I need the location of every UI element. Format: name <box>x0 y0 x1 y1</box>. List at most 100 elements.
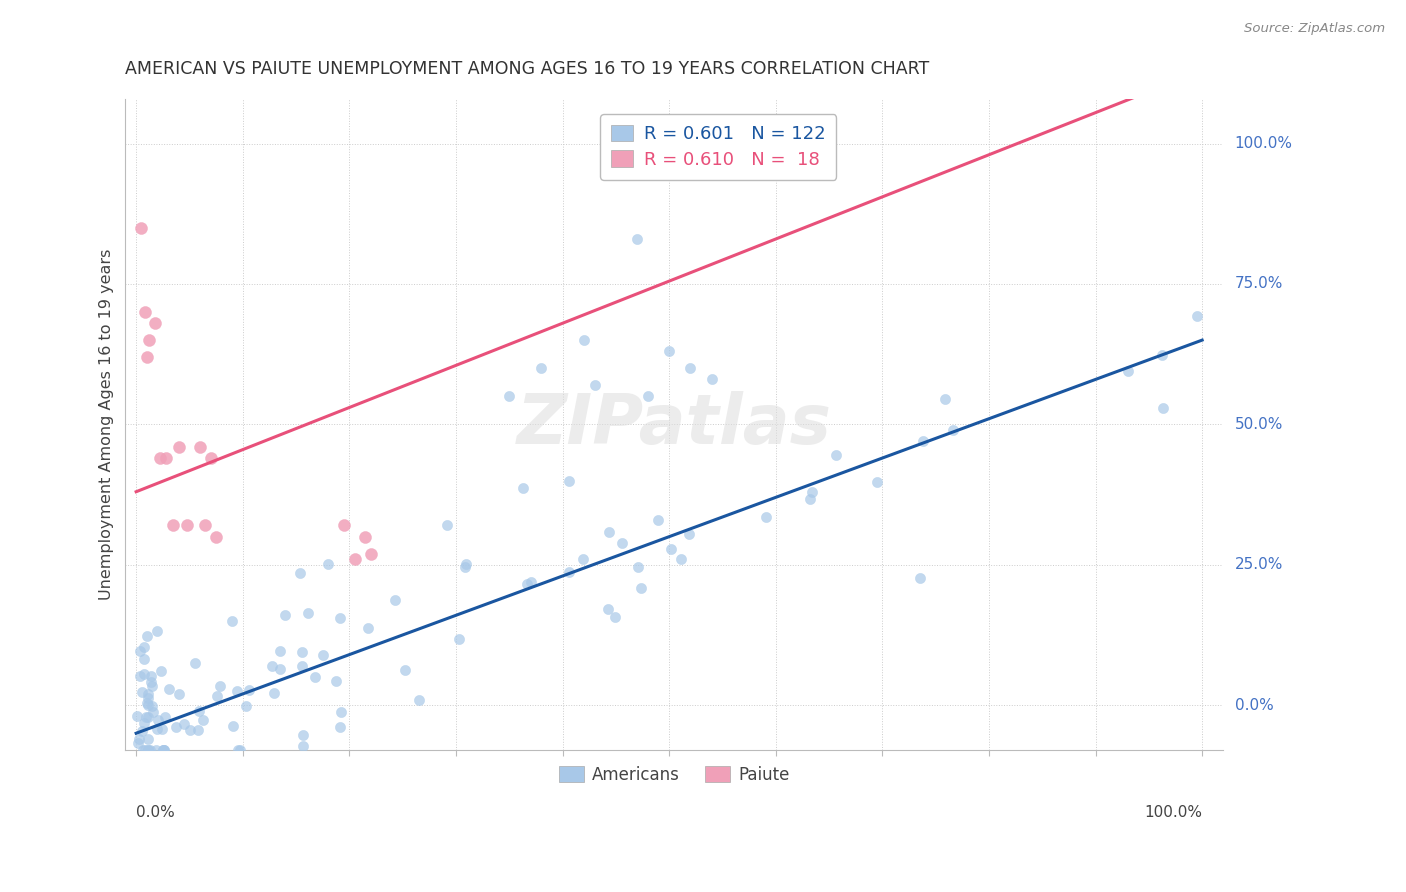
Point <box>136 709 159 723</box>
Point <box>155 451 177 466</box>
Point <box>755 510 778 524</box>
Point <box>598 524 620 539</box>
Point <box>229 743 252 757</box>
Point <box>132 640 155 655</box>
Point <box>141 679 163 693</box>
Point <box>134 652 156 666</box>
Y-axis label: Unemployment Among Ages 16 to 19 years: Unemployment Among Ages 16 to 19 years <box>100 249 114 600</box>
Text: Source: ZipAtlas.com: Source: ZipAtlas.com <box>1244 22 1385 36</box>
Point <box>129 669 152 683</box>
Point <box>135 696 157 710</box>
Text: AMERICAN VS PAIUTE UNEMPLOYMENT AMONG AGES 16 TO 19 YEARS CORRELATION CHART: AMERICAN VS PAIUTE UNEMPLOYMENT AMONG AG… <box>125 60 929 78</box>
Point <box>659 542 682 557</box>
Point <box>135 710 157 724</box>
Point <box>357 621 380 635</box>
Point <box>354 530 377 544</box>
Point <box>825 448 848 462</box>
Point <box>221 614 243 628</box>
Point <box>136 743 159 757</box>
Point <box>447 632 470 646</box>
Point <box>139 675 162 690</box>
Point <box>297 606 319 620</box>
Point <box>1152 401 1174 415</box>
Point <box>269 644 291 658</box>
Text: 0.0%: 0.0% <box>136 805 174 821</box>
Point <box>269 662 291 676</box>
Point <box>408 693 430 707</box>
Point <box>179 723 201 738</box>
Point <box>152 743 174 757</box>
Point <box>142 705 165 719</box>
Text: 25.0%: 25.0% <box>1234 558 1282 573</box>
Point <box>139 743 162 757</box>
Point <box>134 305 156 319</box>
Point <box>1152 348 1174 362</box>
Point <box>167 440 190 454</box>
Point <box>530 361 553 376</box>
Point <box>512 481 534 495</box>
Point <box>205 690 228 704</box>
Point <box>131 685 153 699</box>
Point <box>194 518 217 533</box>
Point <box>127 709 149 723</box>
Point <box>801 485 824 500</box>
Point <box>583 378 606 392</box>
Point <box>131 723 153 738</box>
Text: ZIPatlas: ZIPatlas <box>517 391 832 458</box>
Point <box>603 610 626 624</box>
Point <box>176 518 198 533</box>
Point <box>558 474 581 488</box>
Point <box>187 723 209 737</box>
Point <box>292 728 315 742</box>
Point <box>188 440 211 454</box>
Point <box>316 558 339 572</box>
Point <box>187 704 209 718</box>
Point <box>290 659 312 673</box>
Point <box>127 736 149 750</box>
Point <box>934 392 956 406</box>
Point <box>153 743 176 757</box>
Point <box>138 687 160 701</box>
Point <box>191 713 214 727</box>
Point <box>128 732 150 747</box>
Point <box>312 648 335 662</box>
Point <box>146 713 169 727</box>
Text: 100.0%: 100.0% <box>1144 805 1202 821</box>
Text: 50.0%: 50.0% <box>1234 417 1282 432</box>
Point <box>146 624 169 638</box>
Point <box>498 389 520 403</box>
Point <box>238 683 260 698</box>
Point <box>799 491 821 506</box>
Point <box>626 559 648 574</box>
Point <box>209 679 232 693</box>
Point <box>173 716 195 731</box>
Point <box>558 566 581 580</box>
Point <box>1116 364 1139 378</box>
Point <box>141 699 163 714</box>
Point <box>153 710 176 724</box>
Point <box>146 722 169 736</box>
Point <box>291 645 314 659</box>
Point <box>139 668 162 682</box>
Point <box>865 475 887 489</box>
Point <box>610 535 633 549</box>
Text: 0.0%: 0.0% <box>1234 698 1274 713</box>
Point <box>136 743 159 757</box>
Point <box>626 232 648 246</box>
Text: 100.0%: 100.0% <box>1234 136 1292 151</box>
Point <box>143 316 166 330</box>
Point <box>274 607 297 622</box>
Point <box>145 743 167 757</box>
Point <box>325 674 347 689</box>
Point <box>136 732 159 747</box>
Point <box>516 577 538 591</box>
Point <box>384 593 406 607</box>
Point <box>136 690 159 705</box>
Point <box>129 644 152 658</box>
Point <box>1185 310 1208 324</box>
Point <box>152 743 174 757</box>
Point <box>454 560 477 574</box>
Point <box>134 743 156 757</box>
Point <box>149 451 172 466</box>
Point <box>304 670 326 684</box>
